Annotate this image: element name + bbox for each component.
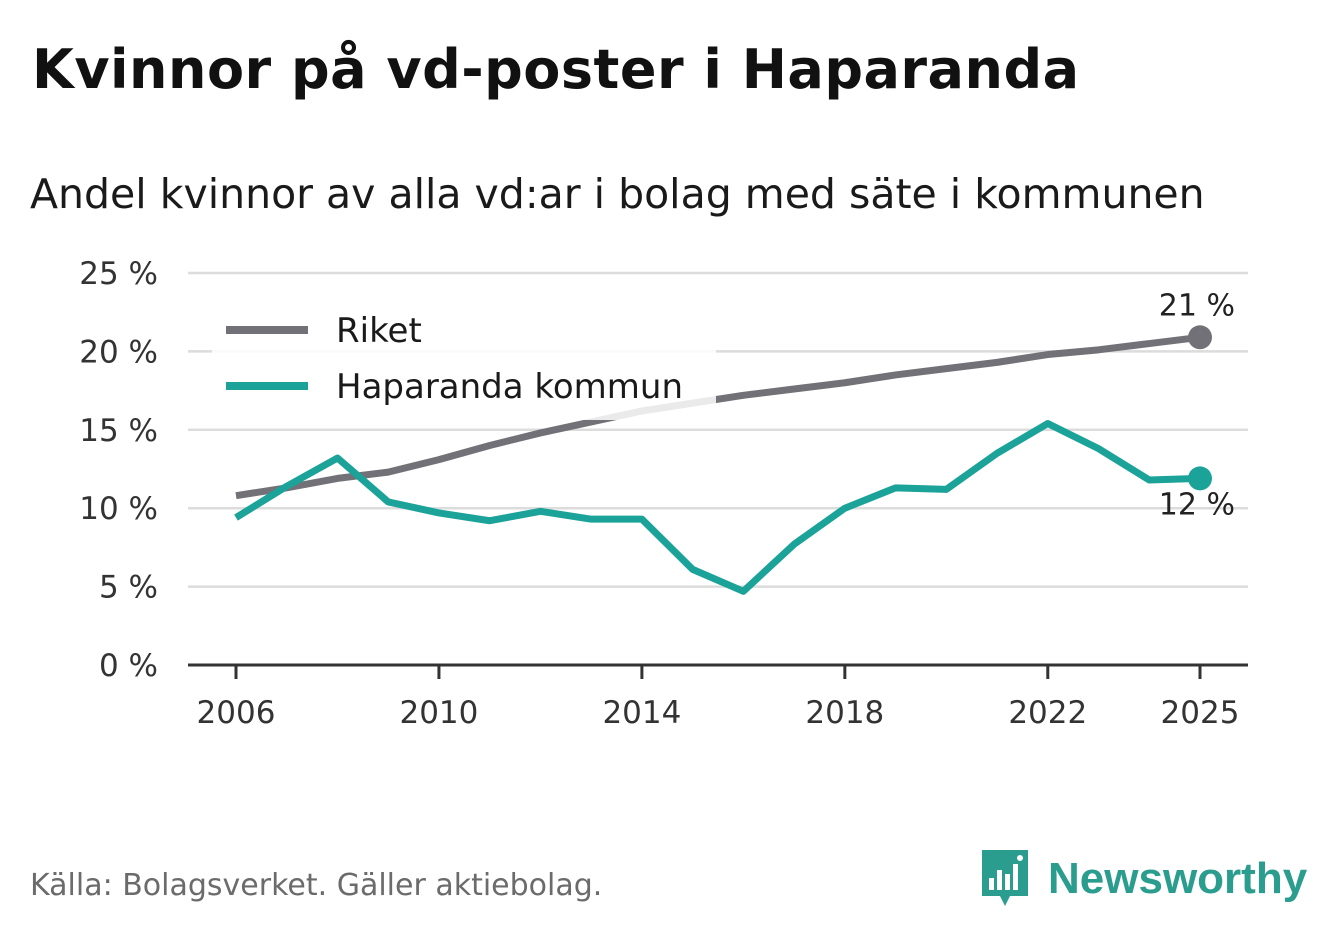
newsworthy-logo-icon — [982, 850, 1028, 906]
x-tick-label: 2014 — [602, 695, 681, 731]
axes: 0 % 5 % 10 % 15 % 20 % 25 % 2006 2010 2014 2018 20… — [79, 256, 1248, 731]
end-label-haparanda: 12 % — [1159, 487, 1235, 522]
legend-label-haparanda: Haparanda kommun — [336, 367, 683, 407]
end-marker-riket — [1188, 325, 1212, 350]
y-tick-label: 5 % — [99, 570, 158, 606]
series-line-riket — [235, 333, 1201, 500]
x-tick-label: 2018 — [805, 695, 884, 731]
series-line-haparanda — [234, 420, 1201, 595]
end-labels: 21 % 12 % — [1159, 288, 1235, 522]
x-tick-label: 2010 — [399, 695, 478, 731]
y-tick-label: 25 % — [79, 256, 158, 292]
series — [234, 325, 1212, 595]
y-tick-label: 10 % — [79, 491, 158, 527]
y-tick-label: 0 % — [99, 648, 158, 684]
chart-title: Kvinnor på vd-poster i Haparanda — [32, 38, 1080, 101]
legend: Riket Haparanda kommun — [212, 300, 716, 420]
source-note: Källa: Bolagsverket. Gäller aktiebolag. — [30, 868, 603, 903]
chart-subtitle: Andel kvinnor av alla vd:ar i bolag med … — [30, 170, 1205, 218]
end-label-riket: 21 % — [1159, 288, 1235, 323]
brand-name: Newsworthy — [1048, 854, 1308, 903]
x-tick-label: 2022 — [1008, 695, 1087, 731]
y-tick-label: 20 % — [79, 334, 158, 370]
x-tick-label: 2006 — [197, 695, 276, 731]
y-tick-label: 15 % — [79, 413, 158, 449]
legend-label-riket: Riket — [336, 311, 422, 351]
end-marker-haparanda — [1188, 466, 1212, 491]
x-tick-label: 2025 — [1161, 695, 1240, 731]
brand-logo: Newsworthy — [980, 848, 1307, 910]
legend-box — [212, 300, 716, 420]
